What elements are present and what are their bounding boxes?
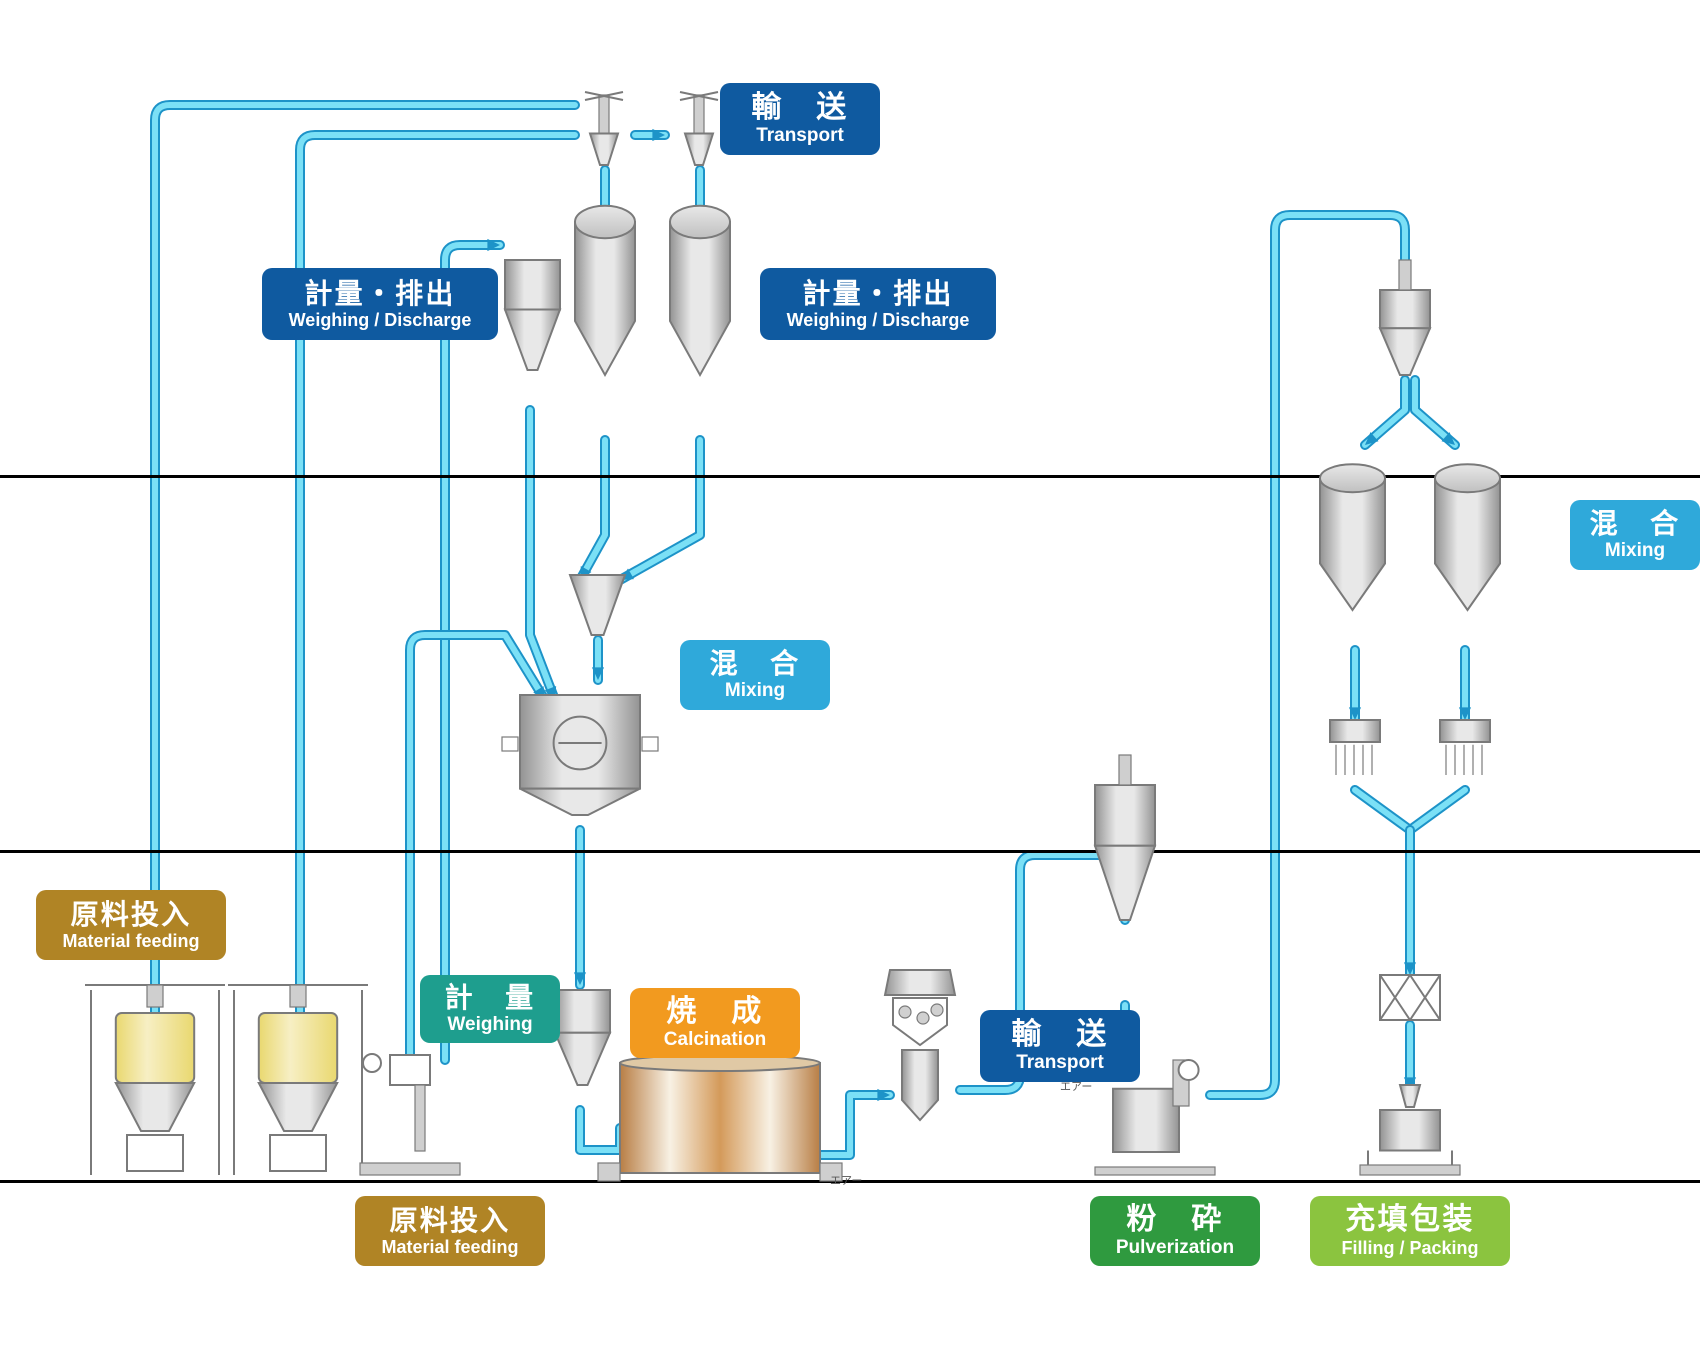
label-en: Transport: [756, 125, 844, 147]
label-jp: 混 合: [1590, 508, 1681, 540]
equipment-layer: [0, 0, 1700, 1367]
label-jp: 原料投入: [71, 899, 192, 931]
label-jp: 充填包装: [1345, 1203, 1475, 1238]
label-transport-1: 輸 送Transport: [720, 83, 880, 155]
label-transport-2: 輸 送Transport: [980, 1010, 1140, 1082]
label-jp: 計 量: [445, 982, 536, 1014]
label-mixing-2: 混 合Mixing: [1570, 500, 1700, 570]
equip-sieve: [1440, 720, 1490, 775]
equip-sieve: [1330, 720, 1380, 775]
label-pulverization: 粉 砕Pulverization: [1090, 1196, 1260, 1266]
label-en: Weighing: [447, 1014, 532, 1036]
label-jp: 計量・排出: [802, 278, 953, 310]
label-en: Weighing / Discharge: [787, 310, 970, 331]
label-en: Mixing: [725, 680, 785, 702]
equip-valve-box: [1380, 975, 1440, 1020]
label-en: Material feeding: [62, 931, 199, 952]
label-en: Mixing: [1605, 540, 1665, 562]
label-en: Filling / Packing: [1341, 1238, 1478, 1259]
annotation-0: エアー: [830, 1172, 862, 1188]
equip-furnace: [598, 1055, 842, 1181]
process-diagram: 輸 送Transport計量・排出Weighing / Discharge計量・…: [0, 0, 1700, 1367]
label-en: Transport: [1016, 1052, 1104, 1074]
equip-cyclone: [1095, 755, 1155, 920]
label-jp: 計量・排出: [304, 278, 455, 310]
equip-filler: [1360, 1085, 1460, 1175]
label-weigh-discharge-right: 計量・排出Weighing / Discharge: [760, 268, 996, 340]
equip-dump-station: [360, 1054, 460, 1175]
equip-bag-dump: [228, 985, 368, 1175]
equip-crusher-feed: [885, 970, 955, 1120]
label-weighing: 計 量Weighing: [420, 975, 560, 1043]
label-en: Pulverization: [1116, 1237, 1234, 1259]
label-jp: 輸 送: [1011, 1018, 1108, 1053]
label-filling-packing: 充填包装Filling / Packing: [1310, 1196, 1510, 1266]
label-jp: 原料投入: [390, 1205, 511, 1237]
label-material-feeding-1: 原料投入Material feeding: [36, 890, 226, 960]
equip-bag-dump: [85, 985, 225, 1175]
label-jp: 焼 成: [666, 995, 763, 1030]
equip-silo: [1320, 464, 1385, 610]
label-mixing-1: 混 合Mixing: [680, 640, 830, 710]
label-calcination: 焼 成Calcination: [630, 988, 800, 1058]
label-en: Calcination: [664, 1029, 766, 1051]
equip-hopper-small: [505, 260, 560, 370]
label-jp: 輸 送: [751, 91, 848, 126]
label-jp: 粉 砕: [1126, 1203, 1223, 1238]
label-en: Material feeding: [381, 1237, 518, 1258]
equip-silo: [575, 206, 635, 375]
label-en: Weighing / Discharge: [289, 310, 472, 331]
equip-hopper-small: [555, 990, 610, 1085]
equip-inlet: [680, 92, 718, 165]
equip-funnel: [570, 575, 625, 635]
label-material-feeding-2: 原料投入Material feeding: [355, 1196, 545, 1266]
annotation-1: エアー: [1060, 1078, 1092, 1094]
label-jp: 混 合: [710, 648, 801, 680]
label-weigh-discharge-left: 計量・排出Weighing / Discharge: [262, 268, 498, 340]
equip-silo: [1435, 464, 1500, 610]
equip-cyclone-small: [1380, 260, 1430, 375]
equip-mixer: [502, 695, 658, 815]
equip-inlet: [585, 92, 623, 165]
equip-silo: [670, 206, 730, 375]
